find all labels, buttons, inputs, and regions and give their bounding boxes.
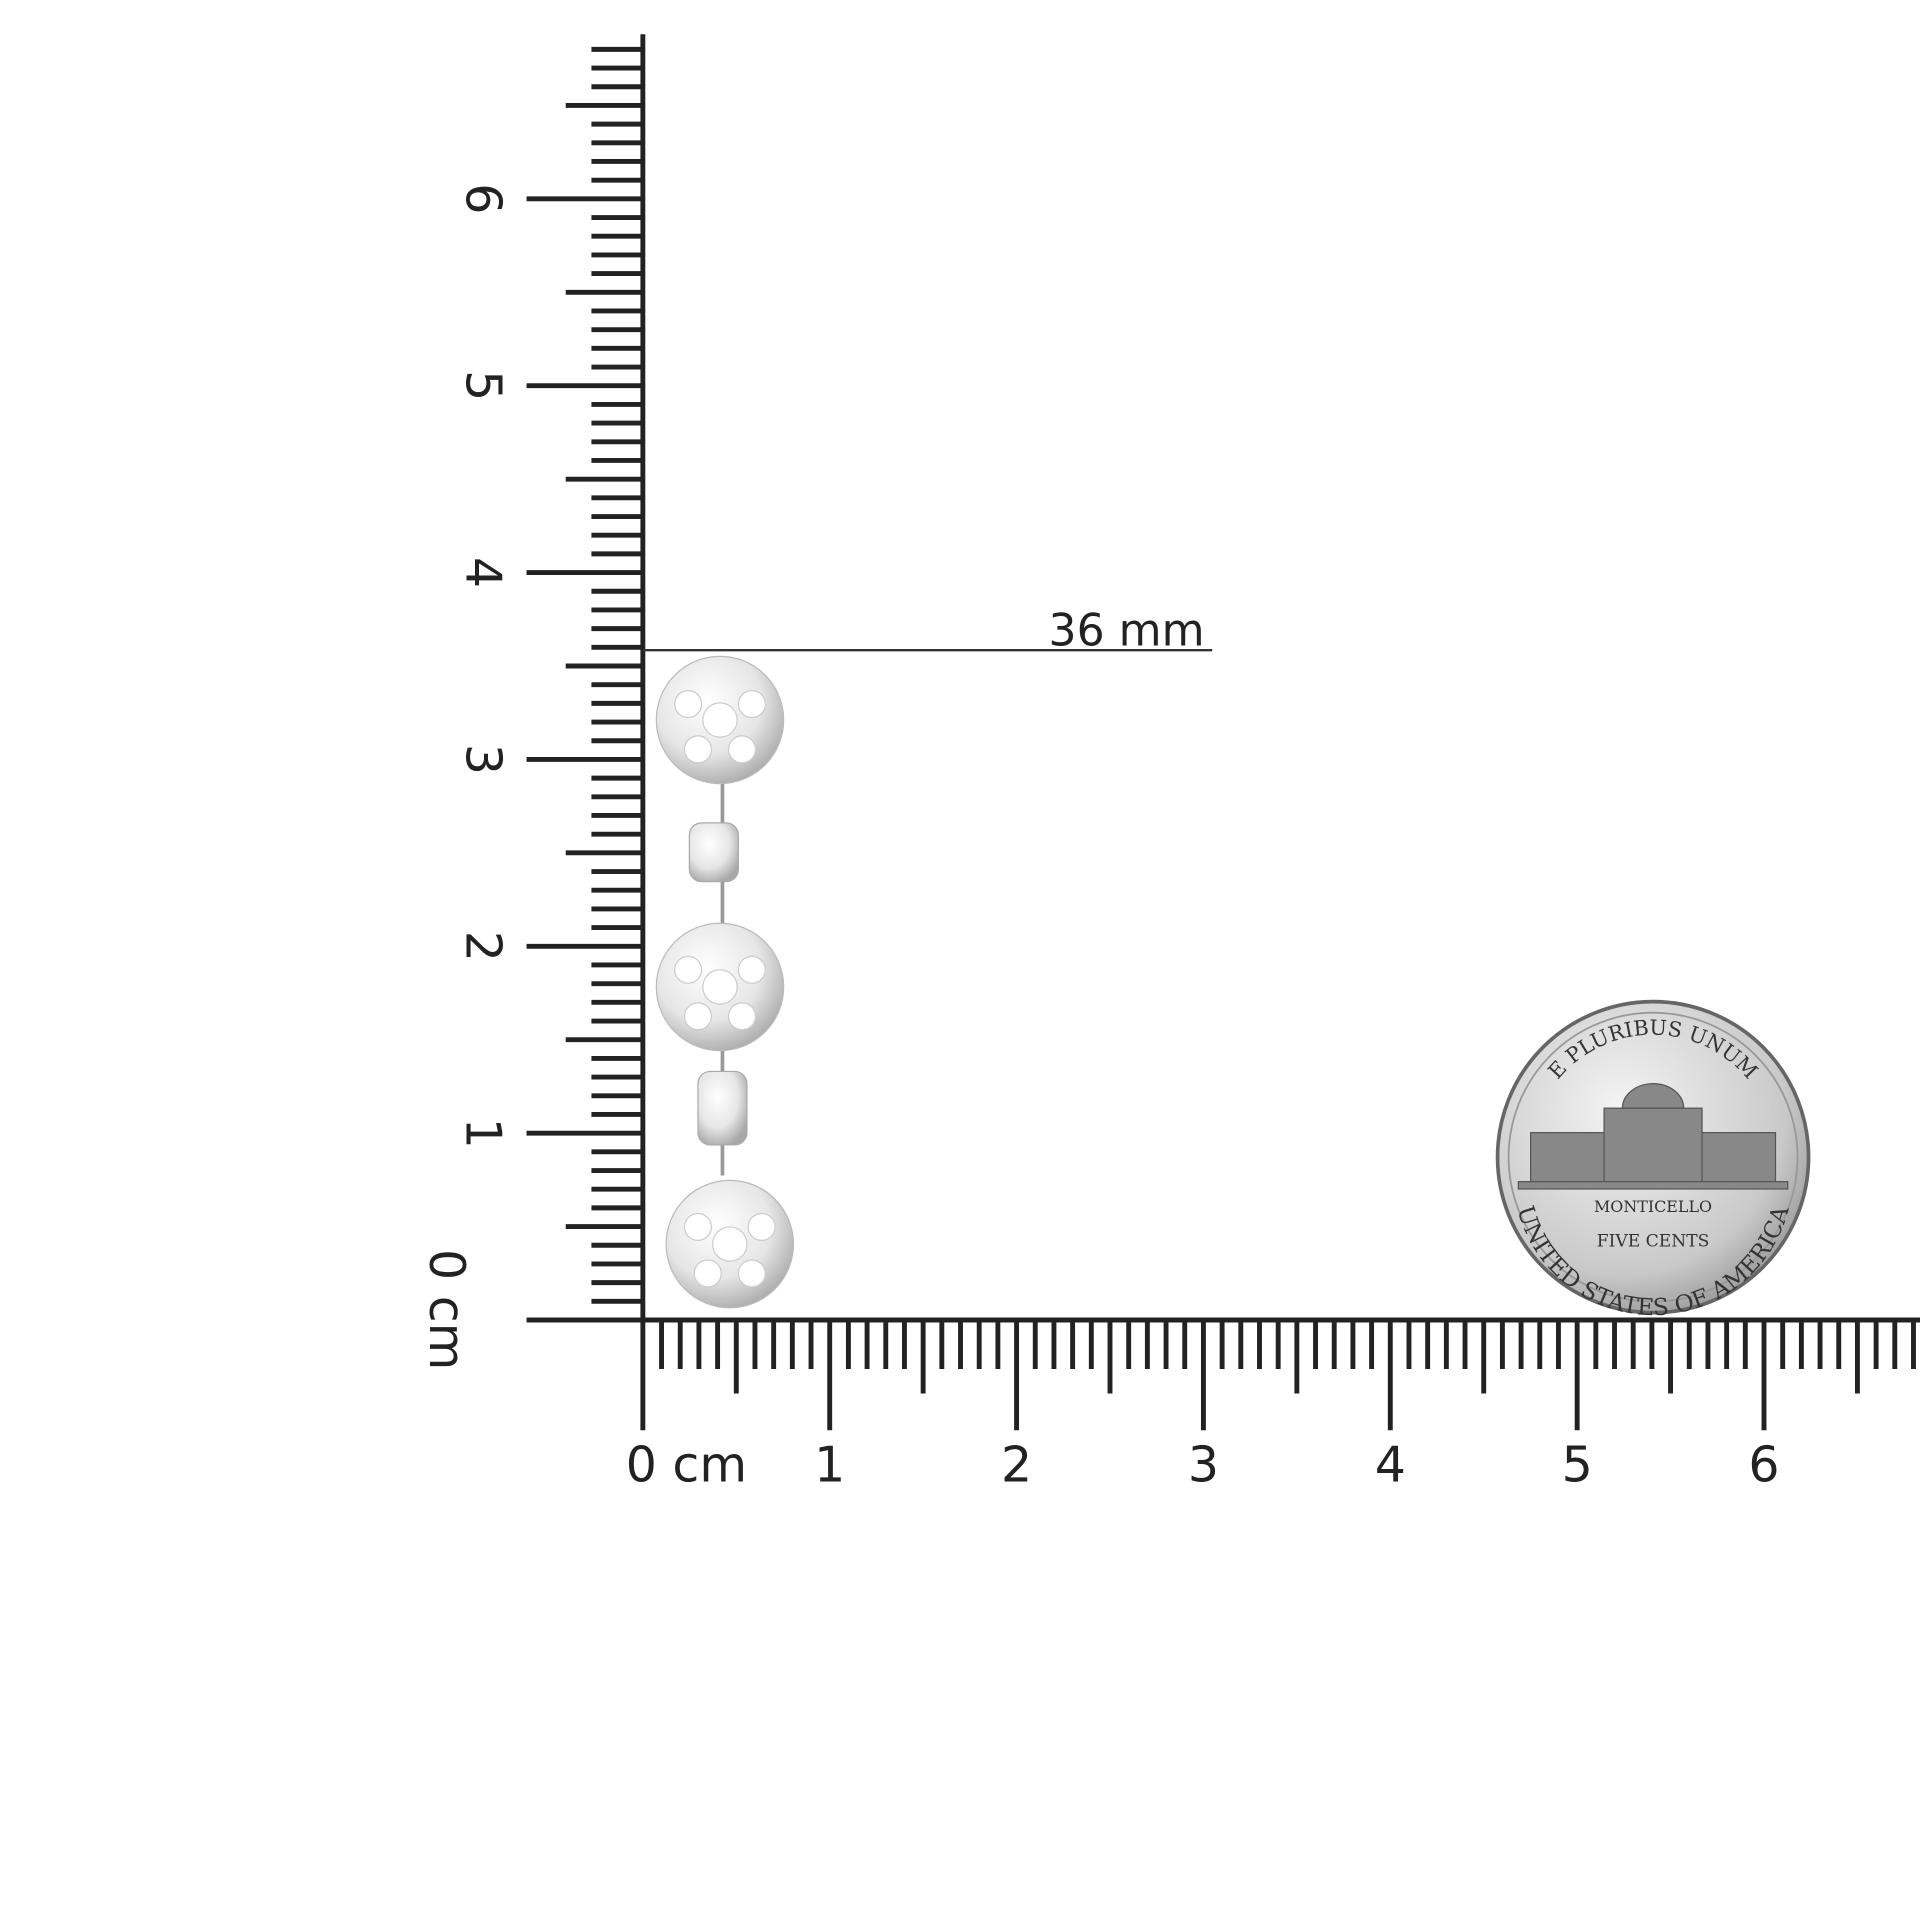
- vertical-ruler-label: 0 cm: [418, 1249, 475, 1370]
- horizontal-ruler-label: 1: [814, 1437, 845, 1494]
- measurement-label: 36 mm: [1049, 605, 1205, 656]
- horizontal-ruler-label: 2: [1001, 1437, 1032, 1494]
- horizontal-ruler-label: 6: [1748, 1437, 1779, 1494]
- vertical-ruler-label: 5: [455, 370, 512, 401]
- horizontal-ruler-label: 5: [1562, 1437, 1593, 1494]
- coin: E PLURIBUS UNUM MONTICELLO FIVE CENTS UN…: [1495, 999, 1811, 1321]
- coin-building-text: MONTICELLO: [1594, 1197, 1712, 1216]
- horizontal-ruler-label: 3: [1188, 1437, 1219, 1494]
- earring: [655, 655, 795, 1309]
- vertical-ruler-label: 6: [455, 183, 512, 214]
- vertical-ruler-label: 1: [455, 1118, 512, 1149]
- vertical-ruler-label: 2: [455, 931, 512, 962]
- horizontal-ruler-label: 0 cm: [626, 1437, 747, 1494]
- horizontal-ruler-label: 4: [1375, 1437, 1406, 1494]
- vertical-ruler-label: 4: [455, 557, 512, 588]
- coin-value-text: FIVE CENTS: [1597, 1232, 1710, 1252]
- vertical-ruler-label: 3: [455, 744, 512, 775]
- rulers: 0 cm 1 2 3 4 5 6 0 cm 1 2 3 4 5 6: [418, 34, 1920, 1494]
